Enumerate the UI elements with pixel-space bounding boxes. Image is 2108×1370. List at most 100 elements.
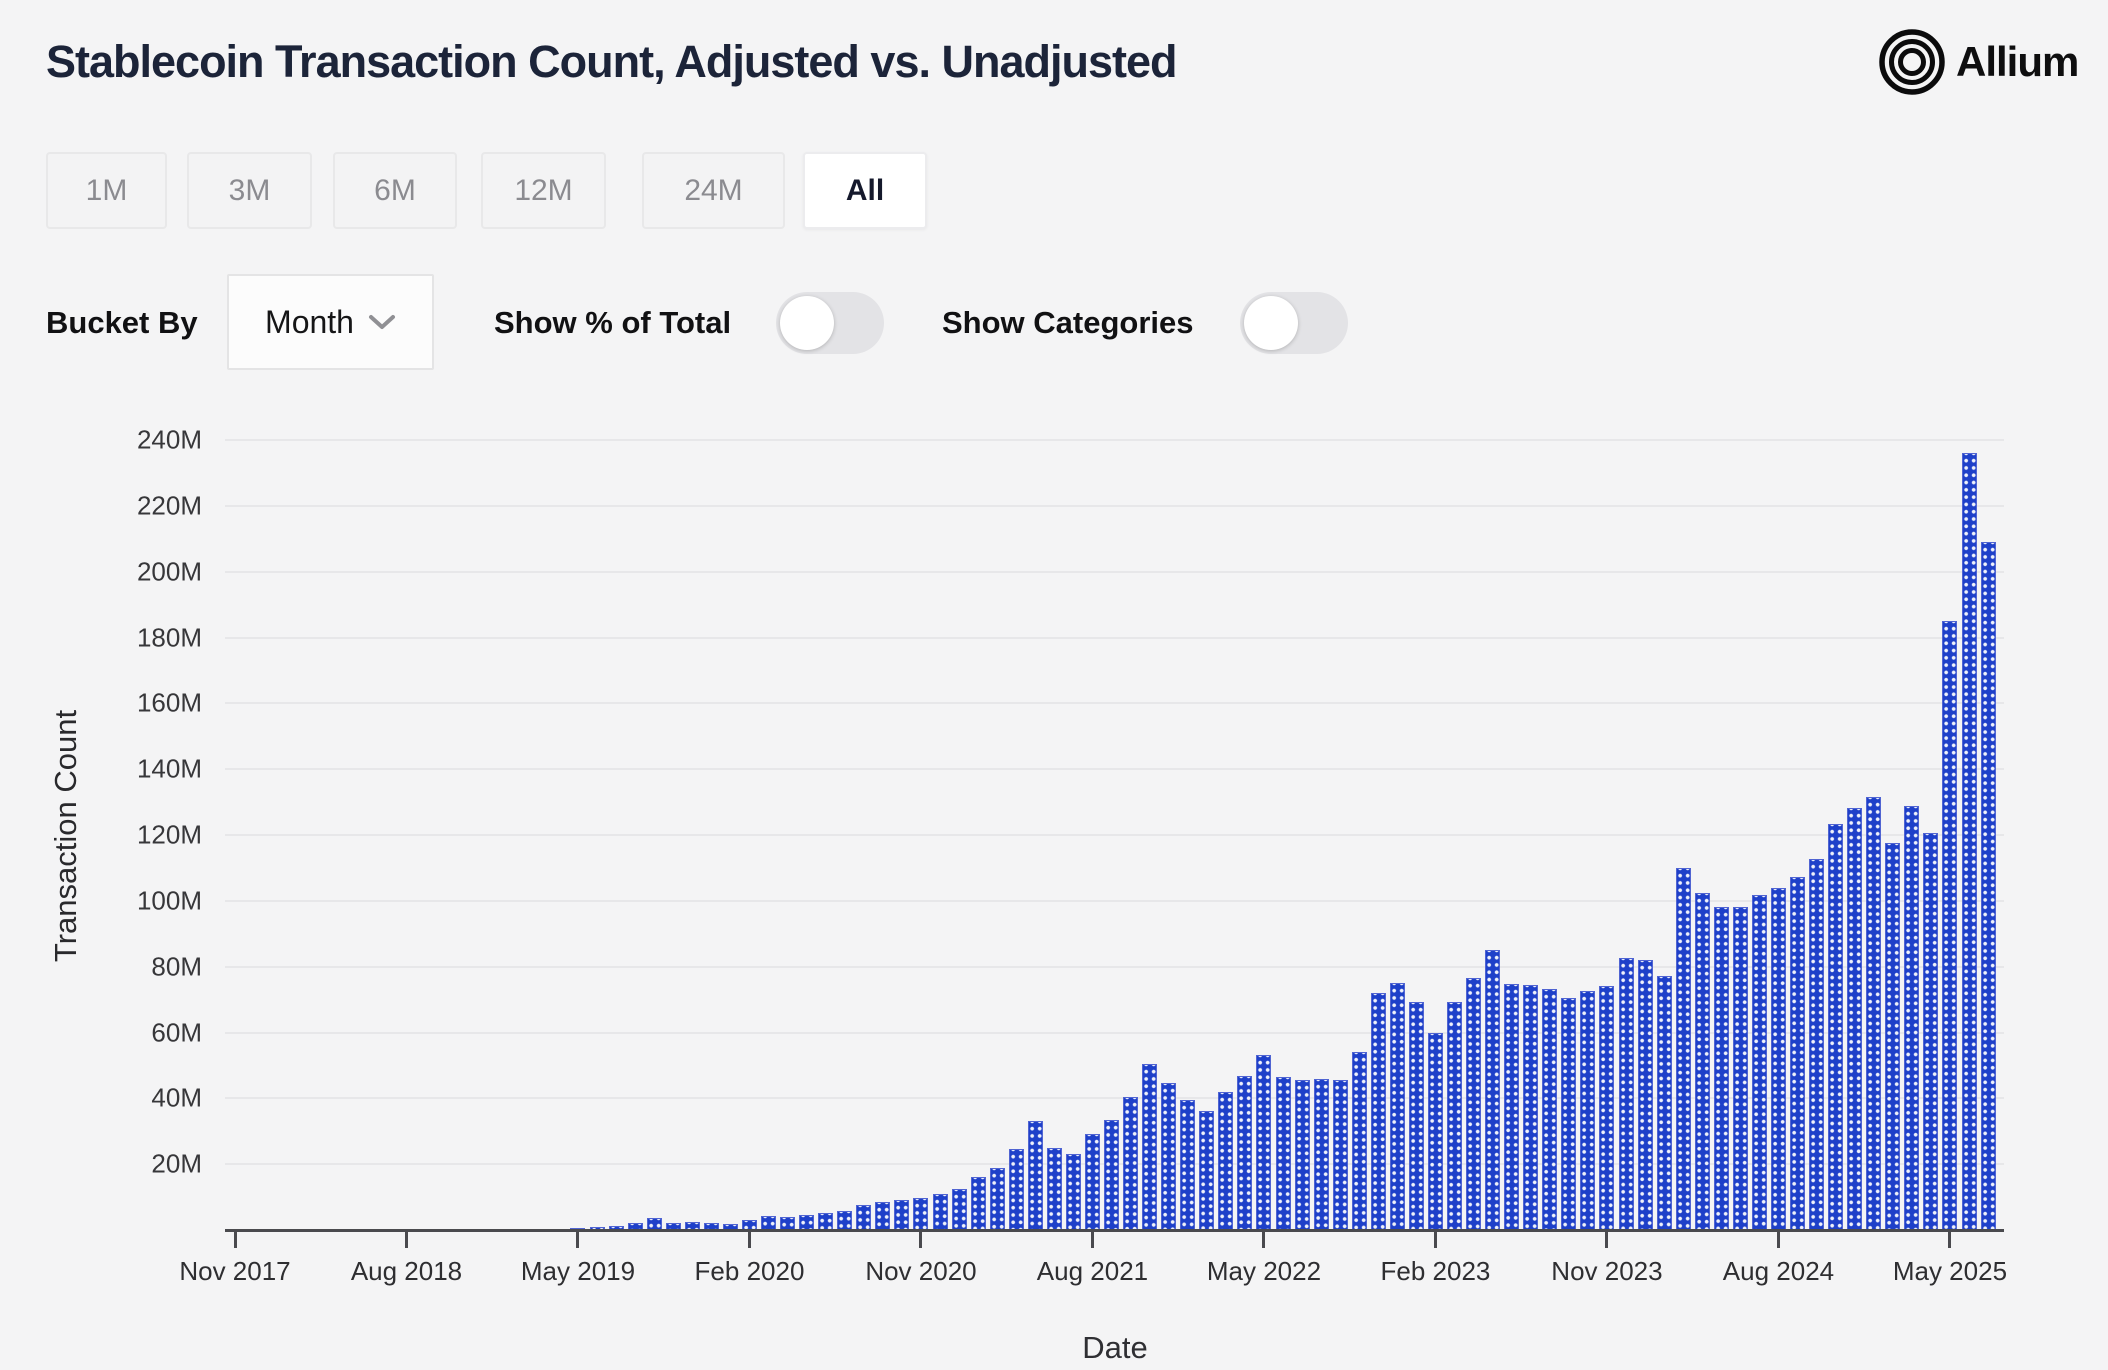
x-tick-label: Nov 2017 (179, 1256, 291, 1286)
bar[interactable] (1389, 983, 1405, 1230)
gridline-120m (225, 834, 2004, 836)
bar[interactable] (1732, 906, 1748, 1230)
gridline-80m (225, 965, 2004, 968)
bar[interactable] (1046, 1147, 1062, 1230)
bar[interactable] (1694, 892, 1710, 1230)
bar[interactable] (1637, 959, 1653, 1230)
bar[interactable] (1904, 805, 1920, 1230)
y-tick-label: 220M (136, 490, 202, 521)
bar[interactable] (1161, 1082, 1177, 1230)
bar[interactable] (1351, 1051, 1367, 1230)
bar[interactable] (1027, 1121, 1043, 1230)
bar[interactable] (1809, 858, 1825, 1230)
range-button-12m[interactable]: 12M (481, 152, 606, 229)
x-tick-label: May 2025 (1892, 1256, 2008, 1286)
bar[interactable] (1218, 1092, 1234, 1230)
bar[interactable] (1504, 983, 1520, 1230)
bar[interactable] (1790, 876, 1805, 1230)
bar[interactable] (1408, 1001, 1424, 1230)
bar[interactable] (1656, 975, 1672, 1230)
bar[interactable] (1923, 832, 1939, 1230)
show-categories-toggle[interactable] (1240, 292, 1348, 354)
bar[interactable] (1294, 1079, 1310, 1230)
bar[interactable] (1332, 1080, 1348, 1230)
bar[interactable] (1104, 1119, 1120, 1230)
bar[interactable] (951, 1189, 967, 1230)
bar[interactable] (1180, 1099, 1196, 1230)
bar[interactable] (1313, 1078, 1329, 1230)
bar[interactable] (1885, 842, 1901, 1230)
bar[interactable] (818, 1213, 834, 1230)
bar[interactable] (1847, 807, 1863, 1230)
bar[interactable] (1427, 1033, 1443, 1230)
bar[interactable] (1561, 997, 1577, 1230)
bar[interactable] (1370, 993, 1386, 1230)
gridline-180m (225, 636, 2004, 639)
gridline-240m (225, 439, 2004, 441)
y-tick-label: 180M (136, 622, 202, 652)
x-tick-label: Nov 2023 (1551, 1256, 1663, 1286)
bar[interactable] (1961, 452, 1977, 1230)
show-pct-of-total-toggle[interactable] (776, 292, 884, 354)
bar[interactable] (1751, 894, 1767, 1230)
bucket-by-dropdown[interactable]: Month (227, 274, 434, 370)
bar[interactable] (932, 1194, 948, 1230)
x-tick-label: Nov 2020 (865, 1256, 977, 1286)
bar[interactable] (1065, 1153, 1081, 1230)
bar[interactable] (1542, 988, 1558, 1230)
bar[interactable] (1447, 1001, 1463, 1230)
bar[interactable] (1713, 906, 1729, 1230)
bar[interactable] (1142, 1063, 1158, 1230)
bar[interactable] (1675, 867, 1691, 1230)
y-tick-label: 60M (151, 1017, 202, 1047)
y-tick-label: 160M (136, 687, 202, 718)
bar[interactable] (1199, 1110, 1215, 1230)
bar[interactable] (989, 1168, 1005, 1230)
range-button-1m[interactable]: 1M (46, 152, 167, 229)
bar[interactable] (1523, 984, 1539, 1230)
bar[interactable] (1599, 985, 1615, 1230)
range-button-6m[interactable]: 6M (333, 152, 457, 229)
bar[interactable] (1123, 1096, 1139, 1230)
bar[interactable] (780, 1217, 796, 1230)
range-button-3m[interactable]: 3M (187, 152, 312, 229)
x-tick-label: May 2019 (520, 1256, 636, 1286)
bar[interactable] (1275, 1076, 1291, 1230)
bar[interactable] (1256, 1055, 1272, 1230)
bar[interactable] (875, 1201, 891, 1230)
range-button-all[interactable]: All (803, 152, 927, 229)
x-tick (1090, 1232, 1094, 1248)
x-tick (233, 1232, 237, 1248)
bar[interactable] (1008, 1149, 1024, 1230)
bar[interactable] (761, 1215, 777, 1230)
bar[interactable] (799, 1214, 815, 1230)
gridline-60m (225, 1031, 2004, 1034)
range-button-24m[interactable]: 24M (642, 152, 785, 229)
x-tick (747, 1232, 751, 1248)
bar[interactable] (1485, 949, 1501, 1230)
bar[interactable] (1770, 887, 1786, 1230)
page-title: Stablecoin Transaction Count, Adjusted v… (46, 36, 1177, 87)
y-tick-label: 20M (151, 1148, 202, 1179)
bar[interactable] (1466, 977, 1482, 1230)
bar[interactable] (1084, 1133, 1100, 1230)
bar[interactable] (1618, 957, 1634, 1230)
bar[interactable] (856, 1204, 872, 1230)
bar[interactable] (894, 1200, 910, 1230)
y-tick-label: 140M (136, 753, 202, 784)
bar[interactable] (1942, 620, 1958, 1230)
bar[interactable] (837, 1210, 853, 1230)
bar[interactable] (913, 1198, 929, 1230)
bar[interactable] (1237, 1076, 1253, 1230)
y-tick-label: 100M (136, 885, 202, 916)
bar[interactable] (970, 1177, 986, 1230)
bar[interactable] (1580, 991, 1596, 1230)
x-tick-label: Feb 2023 (1380, 1256, 1491, 1286)
bar[interactable] (1980, 542, 1996, 1230)
bar[interactable] (1828, 823, 1844, 1230)
bar[interactable] (1866, 796, 1882, 1230)
x-tick (1262, 1232, 1266, 1248)
x-tick (1948, 1232, 1952, 1248)
y-tick-label: 200M (136, 556, 202, 587)
